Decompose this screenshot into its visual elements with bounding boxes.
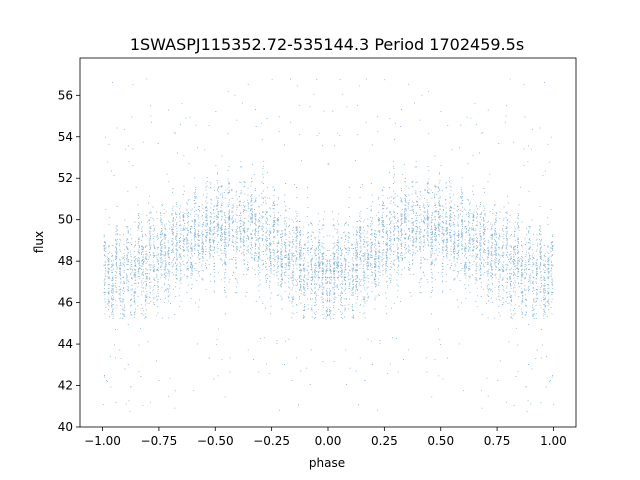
- y-axis-label: flux: [32, 231, 46, 253]
- y-tick-label: 52: [58, 171, 73, 185]
- y-tick-label: 46: [58, 296, 73, 310]
- y-tick-label: 40: [58, 420, 73, 434]
- x-tick-label: −0.50: [197, 434, 234, 448]
- y-axis-ticks: 40 42 44 46 48 50 52 54 56: [58, 88, 80, 434]
- y-tick-label: 48: [58, 254, 73, 268]
- x-tick-label: −0.25: [253, 434, 290, 448]
- y-tick-label: 56: [58, 88, 73, 102]
- x-tick-label: 1.00: [540, 434, 567, 448]
- x-axis-label: phase: [309, 456, 345, 470]
- y-tick-label: 50: [58, 213, 73, 227]
- x-tick-label: −0.75: [141, 434, 178, 448]
- x-tick-label: −1.00: [84, 434, 121, 448]
- x-tick-label: 0.25: [371, 434, 398, 448]
- x-tick-label: 0.50: [427, 434, 454, 448]
- x-tick-label: 0.75: [484, 434, 511, 448]
- chart-title: 1SWASPJ115352.72-535144.3 Period 1702459…: [130, 35, 524, 54]
- x-tick-label: 0.00: [315, 434, 342, 448]
- plot-frame: [79, 57, 577, 428]
- y-tick-label: 54: [58, 130, 73, 144]
- data-points: [102, 78, 555, 413]
- data-point-cloud: [102, 78, 555, 413]
- y-tick-label: 44: [58, 337, 73, 351]
- x-axis-ticks: −1.00 −0.75 −0.50 −0.25 0.00 0.25 0.50 0.75 1.00: [84, 427, 567, 448]
- y-tick-label: 42: [58, 379, 73, 393]
